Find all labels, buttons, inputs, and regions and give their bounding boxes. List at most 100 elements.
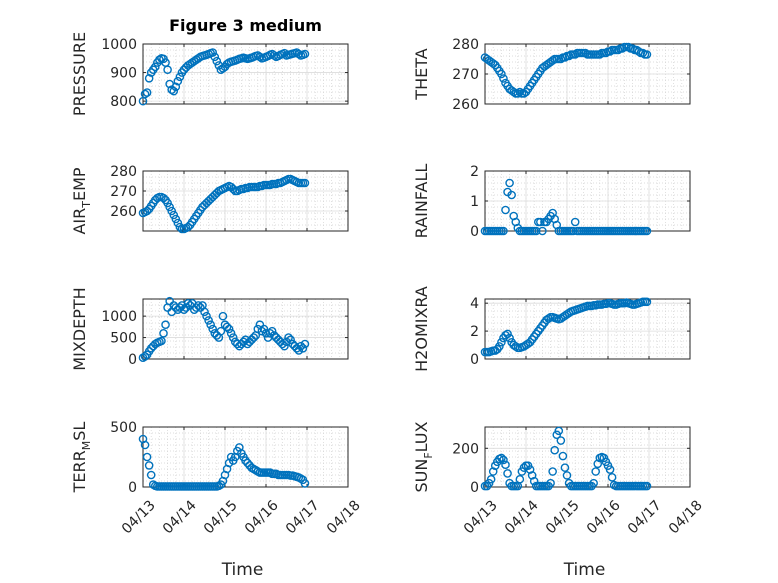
x-tick-label: 04/14 (160, 497, 200, 537)
y-tick-label: 0 (470, 224, 479, 240)
data-point (216, 326, 226, 336)
y-tick-label: 1000 (101, 309, 137, 325)
y-tick-label: 0 (128, 352, 137, 368)
data-point (208, 324, 217, 334)
y-tick-label: 500 (110, 331, 137, 347)
data-point (226, 328, 236, 338)
y-tick-label: 260 (110, 204, 137, 220)
data-point (183, 298, 193, 308)
axes-frame (142, 43, 349, 105)
data-point (488, 467, 498, 476)
data-point (501, 460, 510, 470)
axes-frame (142, 298, 349, 360)
data-point (497, 69, 506, 79)
data-point (505, 333, 514, 343)
data-point (296, 341, 306, 351)
subplot-pressure: 800 900 1000 PRESSURE Figure 3 medium (70, 16, 349, 116)
y-axis-label: SUNFLUX (412, 421, 435, 492)
x-tick-label: 04/17 (283, 497, 323, 537)
y-label-subscript: T (80, 201, 93, 209)
y-axis-label: TERRMSL (70, 422, 93, 494)
subplot-h2omixra: 0 2 4 H2OMIXRA (412, 286, 691, 372)
data-point (515, 87, 525, 97)
data-point (525, 465, 535, 474)
data-point (638, 48, 648, 58)
data-point (300, 339, 310, 349)
y-tick-label: 4 (470, 296, 479, 312)
data-point (280, 48, 289, 58)
data-point (175, 222, 185, 232)
y-tick-label: 1000 (101, 37, 137, 53)
subplot-terr_msl: 0 500 04/13 04/14 04/15 04/16 04/17 04/18 TERRMS… (70, 420, 364, 580)
y-label-part: TERR (70, 450, 89, 493)
data-point (300, 479, 310, 488)
y-tick-label: 270 (110, 184, 137, 200)
y-label-subscript: F (422, 452, 435, 458)
data-point (642, 481, 652, 491)
data-point (159, 193, 168, 203)
x-tick-label: 04/18 (324, 497, 364, 537)
data-point (163, 65, 172, 75)
data-point (286, 335, 295, 345)
data-point (548, 467, 557, 476)
data-point (495, 342, 504, 351)
data-point (486, 474, 496, 484)
data-point (593, 459, 603, 469)
data-point (503, 329, 512, 339)
y-label-subscript: M (80, 441, 93, 451)
data-point (562, 471, 572, 480)
data-point (212, 56, 222, 66)
y-tick-label: 260 (452, 97, 479, 113)
data-point (249, 333, 258, 342)
data-point (546, 478, 555, 488)
data-point (570, 50, 580, 59)
data-point (157, 336, 166, 346)
data-point (558, 451, 568, 461)
y-axis-label: PRESSURE (70, 32, 89, 116)
data-point (140, 440, 150, 450)
data-point (527, 471, 537, 480)
data-point (568, 226, 578, 236)
data-point (556, 436, 566, 445)
x-tick-label: 04/15 (543, 497, 583, 537)
data-point (239, 337, 248, 347)
data-point (499, 74, 508, 83)
subplot-theta: 260 270 280 THETA (412, 37, 691, 113)
data-point (503, 469, 512, 478)
y-tick-label: 900 (110, 66, 137, 82)
data-point (294, 49, 304, 59)
data-point (607, 473, 617, 482)
data-point (269, 51, 279, 60)
data-point (144, 461, 154, 470)
data-point (538, 226, 547, 236)
data-point (511, 342, 521, 351)
x-tick-label: 04/15 (201, 497, 241, 537)
data-point (560, 463, 570, 472)
y-axis-label: MIXDEPTH (70, 287, 89, 370)
data-point (513, 89, 523, 98)
data-point (536, 217, 545, 227)
x-tick-label: 04/17 (625, 497, 665, 537)
y-tick-label: 270 (452, 67, 479, 83)
data-point (181, 303, 191, 312)
data-point (140, 352, 150, 361)
y-tick-label: 800 (110, 94, 137, 110)
chart-title: Figure 3 medium (169, 16, 322, 35)
data-point (605, 47, 615, 56)
data-point (253, 324, 263, 334)
data-point (300, 49, 310, 59)
data-point (265, 328, 275, 338)
data-point (501, 205, 510, 215)
data-point (200, 307, 209, 317)
data-point (544, 314, 553, 323)
data-point (140, 89, 150, 99)
y-axis-label: H2OMIXRA (412, 286, 431, 372)
data-point (618, 44, 627, 53)
data-point (173, 76, 183, 86)
data-point (642, 50, 652, 59)
y-label-part: EMP (70, 167, 89, 201)
data-point (509, 87, 519, 97)
data-point (550, 445, 560, 455)
data-point (605, 465, 615, 474)
data-point (142, 452, 152, 462)
